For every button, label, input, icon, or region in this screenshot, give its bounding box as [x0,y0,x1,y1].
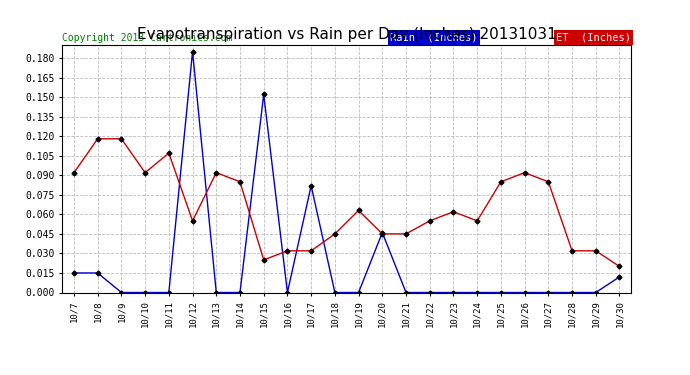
Text: ET  (Inches): ET (Inches) [556,33,631,42]
Text: Rain  (Inches): Rain (Inches) [390,33,477,42]
Title: Evapotranspiration vs Rain per Day (Inches) 20131031: Evapotranspiration vs Rain per Day (Inch… [137,27,557,42]
Text: Copyright 2013 Cartronics.com: Copyright 2013 Cartronics.com [62,33,233,42]
